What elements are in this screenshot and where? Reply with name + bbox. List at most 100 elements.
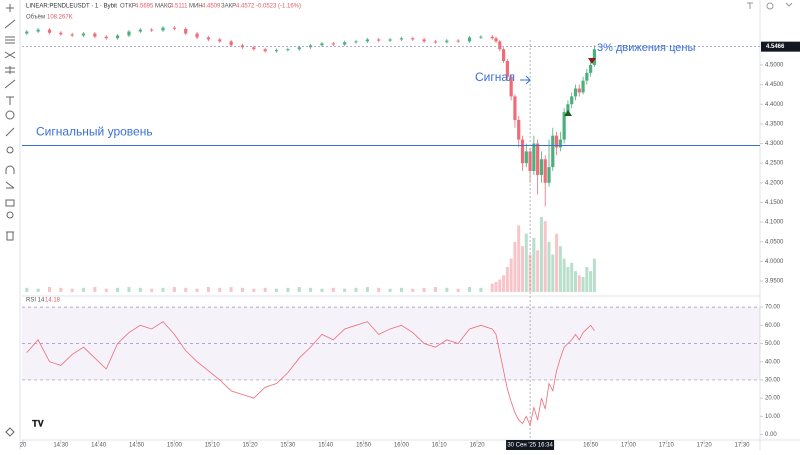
magnet-tool[interactable] [5, 165, 15, 174]
candle-body [150, 29, 154, 31]
icon-tool[interactable] [5, 110, 15, 120]
trash-tool[interactable] [6, 231, 14, 241]
volume-bar [555, 233, 559, 292]
candle-body [331, 43, 335, 45]
top-icon[interactable] [766, 2, 774, 10]
pattern-tool[interactable] [4, 51, 16, 59]
last-price-tag [761, 41, 800, 52]
candle-body [138, 29, 142, 32]
candle-body [539, 159, 544, 175]
symbol: LINEAR:PENDLEUSDT · 1 · Bybit [26, 4, 117, 10]
y-tick-label: 0.00 [765, 432, 777, 438]
x-tick-label: 14:30 [53, 443, 69, 449]
line-tool[interactable] [4, 19, 16, 29]
volume-bar [184, 287, 188, 292]
volume-bar [399, 287, 403, 292]
candle-body [562, 112, 566, 140]
candle-body [501, 49, 506, 62]
candle-body [195, 33, 199, 38]
volume-bar [513, 242, 517, 292]
measure-tool[interactable] [5, 66, 15, 74]
candle-body [517, 119, 521, 140]
volume-bar [536, 250, 540, 292]
x-tick-label: 14:40 [91, 443, 107, 449]
candle-body [184, 28, 188, 34]
candle-body [240, 45, 245, 48]
top-icon[interactable] [747, 2, 753, 9]
volume-bar [524, 233, 528, 292]
brush-tool[interactable] [4, 79, 16, 89]
volume-bar [562, 258, 566, 292]
x-tick-label: 15:00 [167, 443, 183, 449]
toolbar [4, 0, 793, 450]
zoom-tool[interactable] [6, 146, 14, 154]
y-tick-label: 4.1500 [765, 200, 784, 206]
volume-bar [509, 258, 513, 292]
volume-bar [93, 287, 97, 292]
crosshair-tool[interactable] [6, 4, 14, 12]
candle-body [229, 41, 233, 46]
volume-bar [286, 287, 290, 292]
volume-bar [570, 262, 574, 292]
volume-bar [59, 287, 63, 292]
candle-body [320, 43, 324, 46]
candle-body [411, 38, 415, 40]
close: 4.4572 [236, 4, 255, 10]
volume-bar [229, 287, 233, 292]
lock-tool[interactable] [5, 199, 15, 207]
x-tick-label: 15:40 [318, 443, 334, 449]
signal-label: Сигнал [475, 70, 515, 84]
volume-bar [573, 271, 577, 292]
y-tick-label: 20.00 [765, 396, 781, 402]
candle-body [25, 31, 29, 34]
volume-bar [365, 287, 369, 292]
candle-body [592, 49, 597, 65]
lock-drawings[interactable] [5, 181, 15, 189]
volume-bar [275, 288, 279, 292]
signal-arrow [520, 75, 531, 85]
x-tick-label: 20 [20, 443, 27, 449]
candle-body [543, 159, 547, 183]
candle-body [354, 41, 358, 43]
candle-body [445, 40, 449, 43]
volume-bar [150, 288, 154, 292]
volume-bar [422, 287, 426, 292]
y-tick-label: 30.00 [765, 378, 781, 384]
candle-body [536, 143, 540, 175]
text-tool[interactable] [6, 96, 14, 105]
volume-bar [47, 287, 51, 292]
volume-bar [309, 287, 313, 292]
ruler-tool[interactable] [5, 127, 15, 137]
x-tick-label: 17:00 [621, 443, 637, 449]
x-tick-label: 16:00 [394, 443, 410, 449]
volume-bar [116, 287, 120, 292]
last-price-label: 4.5466 [766, 44, 785, 50]
volume-bar [25, 287, 29, 292]
candle-body [456, 40, 460, 42]
candle-body [558, 139, 562, 148]
candle-body [172, 27, 176, 29]
high-label: МАКС [155, 4, 172, 10]
buy-arrow [564, 110, 572, 116]
candle-body [554, 135, 559, 148]
candle-body [343, 42, 347, 45]
y-tick-label: 4.2500 [765, 161, 784, 167]
candle-body [309, 45, 313, 48]
volume-bar [104, 288, 108, 292]
y-tick-label: 70.00 [765, 305, 781, 311]
volume-bar [331, 287, 335, 292]
volume-bar [297, 287, 301, 292]
volume-bar [498, 279, 502, 292]
volume-bar [161, 287, 165, 292]
candle-body [218, 39, 222, 42]
candle-body [589, 64, 593, 73]
layers-tool[interactable] [5, 427, 15, 437]
visibility-tool[interactable] [6, 211, 14, 219]
y-tick-label: 60.00 [765, 323, 781, 329]
fib-tool[interactable] [5, 36, 15, 44]
top-icon[interactable] [785, 2, 793, 7]
candle-body [161, 27, 165, 31]
volume-bar [218, 287, 222, 292]
y-tick-label: 4.2000 [765, 180, 784, 186]
volume-bar [82, 287, 86, 292]
